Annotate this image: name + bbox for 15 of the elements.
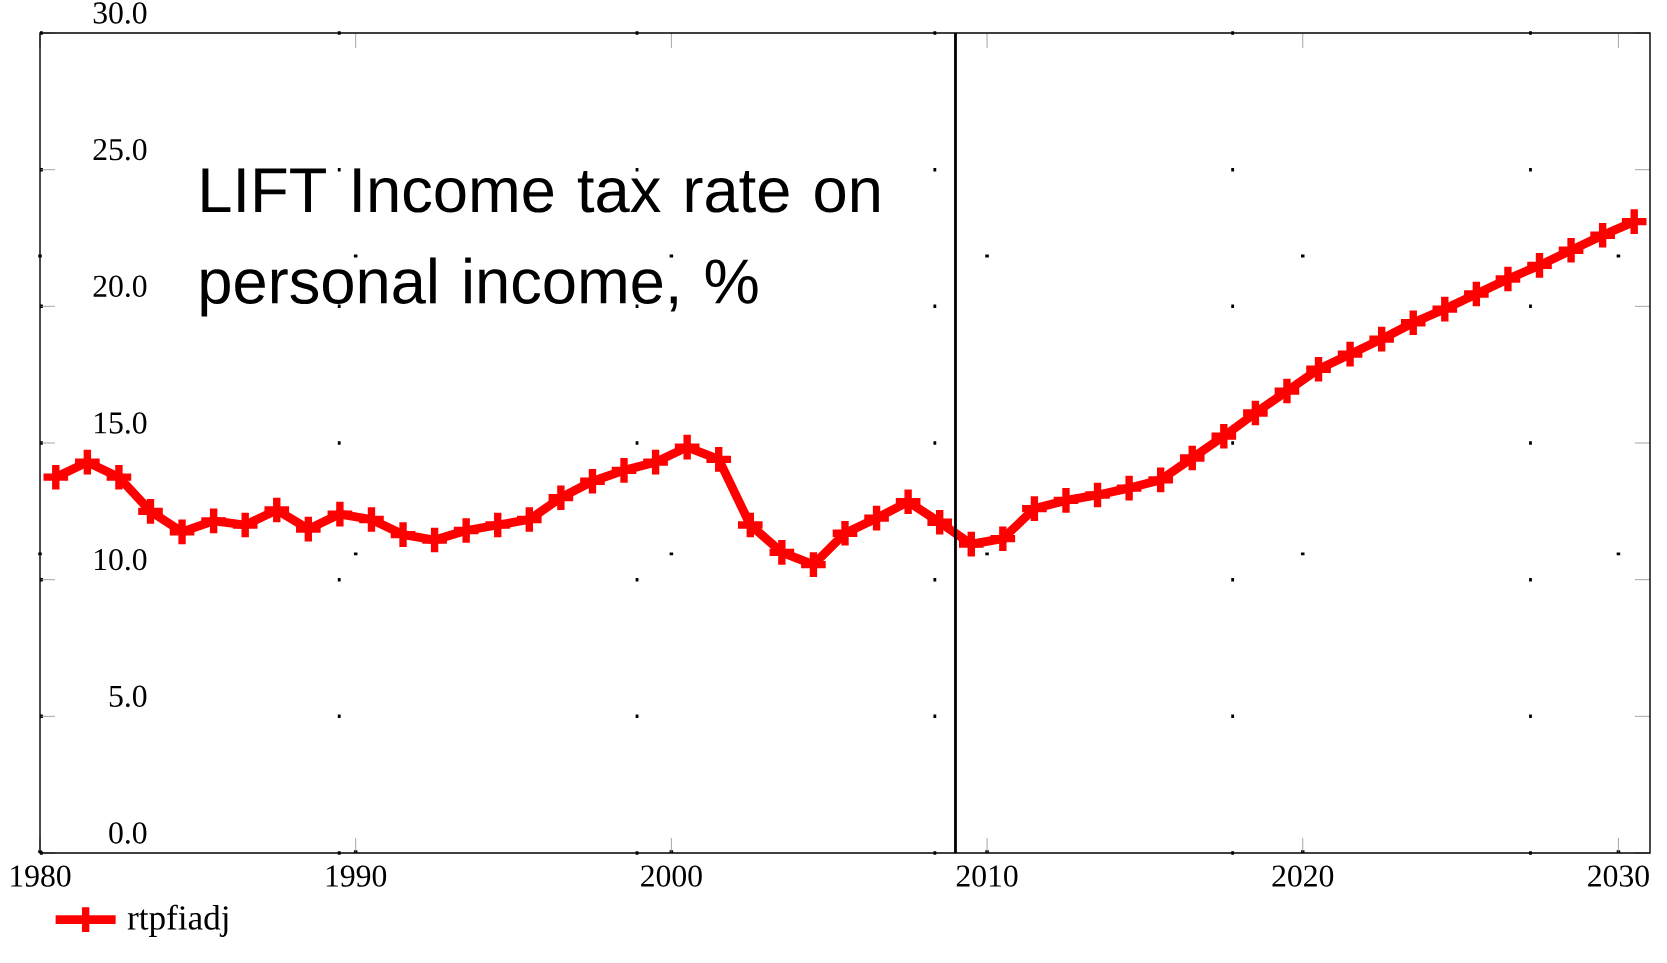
x-tick-label: 2030: [1588, 865, 1649, 887]
y-tick-label: 10.0: [94, 548, 147, 571]
y-tick-label: 25.0: [93, 138, 147, 161]
x-tick-label: 1990: [326, 865, 387, 887]
y-tick-label: 15.0: [94, 412, 147, 434]
y-tick-label: 5.0: [109, 685, 147, 708]
y-tick-label: 0.0: [109, 822, 147, 844]
legend-label: rtpfiadj: [127, 904, 228, 937]
y-tick-label: 20.0: [93, 275, 147, 298]
y-tick-label: 30.0: [93, 2, 147, 24]
x-tick-label: 2010: [956, 865, 1018, 887]
x-tick-label: 2000: [641, 865, 702, 887]
x-tick-label: 1980: [11, 865, 71, 887]
x-tick-label: 2020: [1272, 865, 1334, 887]
text: LIFT Income tax rate on personal income, %: [201, 168, 879, 317]
